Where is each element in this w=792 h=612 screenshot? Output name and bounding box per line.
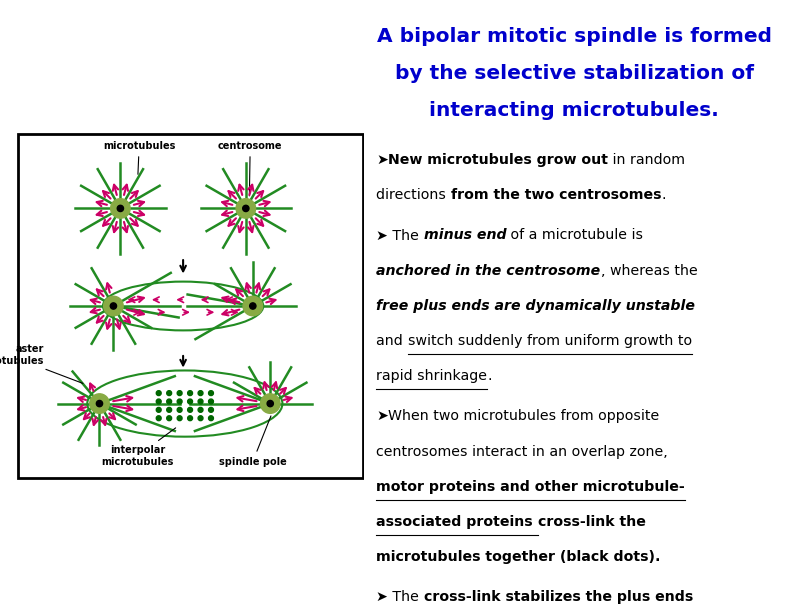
Circle shape bbox=[156, 390, 161, 395]
Circle shape bbox=[89, 394, 109, 413]
Circle shape bbox=[110, 303, 116, 309]
Circle shape bbox=[243, 296, 263, 316]
Text: aster
microtubules: aster microtubules bbox=[0, 344, 83, 384]
Text: and: and bbox=[376, 334, 408, 348]
Circle shape bbox=[188, 416, 192, 420]
Circle shape bbox=[198, 408, 203, 412]
Circle shape bbox=[104, 296, 124, 316]
Circle shape bbox=[177, 416, 182, 420]
Circle shape bbox=[261, 394, 280, 413]
Text: minus end: minus end bbox=[424, 228, 506, 242]
Text: associated proteins: associated proteins bbox=[376, 515, 538, 529]
Text: spindle pole: spindle pole bbox=[219, 416, 287, 466]
Text: ➤ The: ➤ The bbox=[376, 228, 424, 242]
Circle shape bbox=[97, 400, 103, 407]
Circle shape bbox=[111, 199, 130, 218]
Text: .: . bbox=[487, 370, 492, 384]
Text: anchored in the centrosome: anchored in the centrosome bbox=[376, 264, 600, 278]
Circle shape bbox=[198, 416, 203, 420]
Text: A bipolar mitotic spindle is formed: A bipolar mitotic spindle is formed bbox=[377, 27, 771, 46]
Circle shape bbox=[167, 399, 172, 404]
Circle shape bbox=[156, 399, 161, 404]
Circle shape bbox=[242, 205, 249, 212]
Text: microtubules together (black dots).: microtubules together (black dots). bbox=[376, 550, 661, 564]
Text: switch suddenly from uniform growth to: switch suddenly from uniform growth to bbox=[408, 334, 691, 348]
Circle shape bbox=[208, 408, 213, 412]
Text: of a microtubule is: of a microtubule is bbox=[506, 228, 643, 242]
Text: rapid shrinkage: rapid shrinkage bbox=[376, 370, 487, 384]
Text: ➤: ➤ bbox=[376, 409, 388, 424]
Circle shape bbox=[208, 399, 213, 404]
Text: , whereas the: , whereas the bbox=[600, 264, 697, 278]
Circle shape bbox=[117, 205, 124, 212]
Circle shape bbox=[267, 400, 273, 407]
Circle shape bbox=[249, 303, 256, 309]
Text: from the two centrosomes: from the two centrosomes bbox=[451, 188, 661, 203]
Circle shape bbox=[198, 390, 203, 395]
Text: When two microtubules from opposite: When two microtubules from opposite bbox=[388, 409, 660, 424]
Circle shape bbox=[177, 390, 182, 395]
Circle shape bbox=[156, 408, 161, 412]
Text: in random: in random bbox=[608, 153, 685, 167]
Circle shape bbox=[177, 399, 182, 404]
Circle shape bbox=[208, 416, 213, 420]
Text: by the selective stabilization of: by the selective stabilization of bbox=[394, 64, 754, 83]
Circle shape bbox=[188, 399, 192, 404]
Text: ➤: ➤ bbox=[376, 153, 388, 167]
Text: directions: directions bbox=[376, 188, 451, 203]
Text: interacting microtubules.: interacting microtubules. bbox=[429, 101, 719, 120]
Circle shape bbox=[167, 416, 172, 420]
Circle shape bbox=[167, 390, 172, 395]
Text: New microtubules grow out: New microtubules grow out bbox=[388, 153, 608, 167]
Text: microtubules: microtubules bbox=[103, 141, 175, 174]
Circle shape bbox=[188, 390, 192, 395]
Text: centrosome: centrosome bbox=[218, 141, 283, 196]
Circle shape bbox=[177, 408, 182, 412]
Circle shape bbox=[188, 408, 192, 412]
Text: free plus ends are dynamically unstable: free plus ends are dynamically unstable bbox=[376, 299, 695, 313]
Circle shape bbox=[198, 399, 203, 404]
Circle shape bbox=[167, 408, 172, 412]
Text: centrosomes interact in an overlap zone,: centrosomes interact in an overlap zone, bbox=[376, 445, 668, 458]
Circle shape bbox=[236, 199, 256, 218]
Circle shape bbox=[208, 390, 213, 395]
Text: cross-link the: cross-link the bbox=[538, 515, 645, 529]
Text: ➤ The: ➤ The bbox=[376, 591, 424, 605]
Text: cross-link stabilizes the plus ends: cross-link stabilizes the plus ends bbox=[424, 591, 693, 605]
Circle shape bbox=[156, 416, 161, 420]
Text: motor proteins and other microtubule-: motor proteins and other microtubule- bbox=[376, 480, 685, 494]
Text: interpolar
microtubules: interpolar microtubules bbox=[101, 428, 176, 466]
Text: .: . bbox=[661, 188, 665, 203]
